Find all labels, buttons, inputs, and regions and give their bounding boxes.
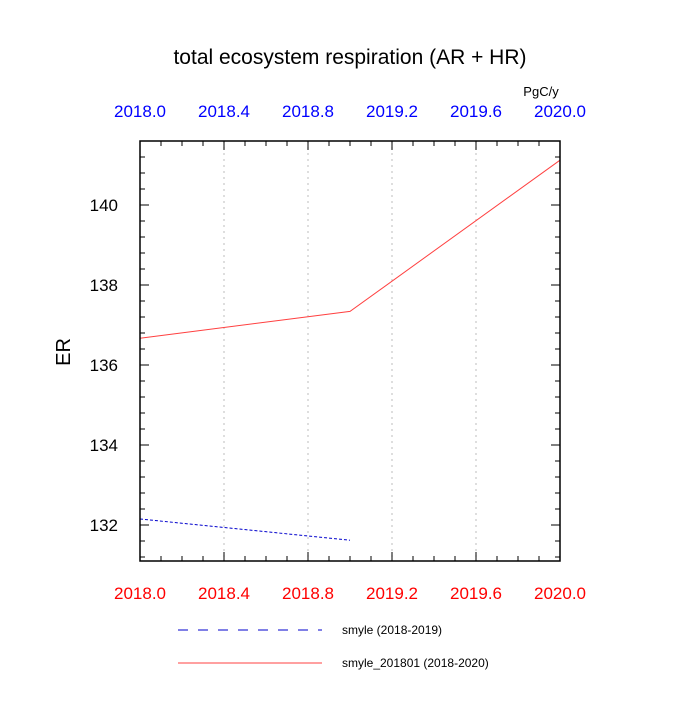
grid-layer	[223, 141, 477, 561]
y-tick-label: 132	[90, 516, 118, 535]
x-bottom-tick-label: 2020.0	[534, 584, 586, 603]
series-line-0	[139, 518, 351, 541]
x-top-tick-label: 2018.8	[282, 102, 334, 121]
y-tick-label: 136	[90, 356, 118, 375]
legend: smyle (2018-2019) smyle_201801 (2018-2020…	[178, 623, 489, 670]
y-axis-label: ER	[53, 338, 75, 366]
y-tick-label: 138	[90, 276, 118, 295]
chart-title: total ecosystem respiration (AR + HR)	[173, 46, 526, 69]
x-bottom-tick-label: 2018.4	[198, 584, 250, 603]
x-bottom-tick-label: 2019.2	[366, 584, 418, 603]
x-top-tick-label: 2018.0	[114, 102, 166, 121]
axes-layer: 2018.0 2018.0 2018.4 2018.4 2018.8 2018.8 2019…	[90, 102, 586, 603]
x-top-tick-label: 2020.0	[534, 102, 586, 121]
x-bottom-tick-label: 2018.8	[282, 584, 334, 603]
plot-frame	[139, 140, 561, 562]
series-line-1	[139, 159, 561, 339]
legend-label-0: smyle (2018-2019)	[342, 623, 442, 637]
x-bottom-tick-label: 2018.0	[114, 584, 166, 603]
units-label: PgC/y	[523, 84, 559, 99]
x-bottom-tick-label: 2019.6	[450, 584, 502, 603]
y-tick-label: 134	[90, 436, 118, 455]
legend-label-1: smyle_201801 (2018-2020)	[342, 656, 489, 670]
x-top-tick-label: 2019.2	[366, 102, 418, 121]
x-top-tick-label: 2018.4	[198, 102, 250, 121]
x-top-tick-label: 2019.6	[450, 102, 502, 121]
y-tick-label: 140	[90, 196, 118, 215]
series-layer	[139, 159, 561, 541]
